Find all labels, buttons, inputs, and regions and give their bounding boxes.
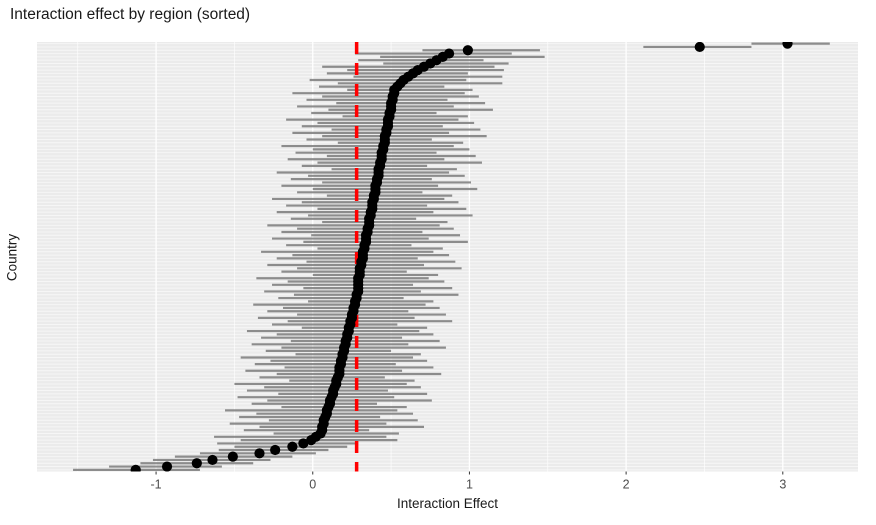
estimate-dot <box>306 435 317 446</box>
plot-panel-background <box>37 42 858 472</box>
data-layer <box>73 42 830 472</box>
x-tick-label: 3 <box>779 478 786 492</box>
estimate-dot <box>161 461 173 472</box>
x-axis-title: Interaction Effect <box>396 496 499 511</box>
estimate-dot <box>462 45 473 56</box>
estimate-dot <box>254 448 265 459</box>
x-tick-label: 1 <box>466 478 473 492</box>
estimate-dot <box>227 451 238 462</box>
y-axis-title: Country <box>4 233 20 282</box>
estimate-dot <box>694 42 705 53</box>
estimate-dot <box>298 438 309 449</box>
estimate-dot <box>207 454 218 466</box>
estimate-dot <box>130 464 141 472</box>
estimate-dot <box>782 42 793 49</box>
estimate-dot <box>270 444 281 456</box>
chart-title: Interaction effect by region (sorted) <box>10 6 251 23</box>
estimate-dot <box>191 458 202 469</box>
x-tick-label: -1 <box>151 478 162 492</box>
estimate-dot <box>287 441 298 452</box>
x-tick-label: 2 <box>623 478 630 492</box>
x-tick-label: 0 <box>309 478 316 492</box>
